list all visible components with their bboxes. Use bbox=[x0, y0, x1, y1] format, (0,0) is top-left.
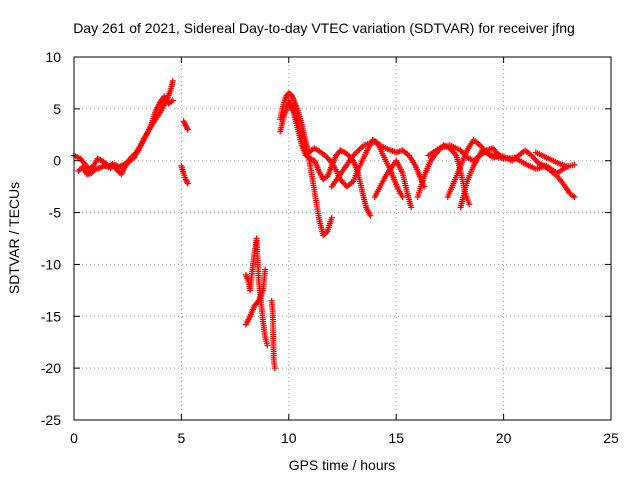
gridlines bbox=[74, 57, 611, 420]
data-point bbox=[571, 161, 578, 168]
axis-ticks: 0 5 10 15 20 25 -25 -20 -15 -10 -5 0 5 10 bbox=[41, 49, 619, 446]
data-point bbox=[76, 166, 83, 173]
data-point bbox=[169, 97, 176, 104]
x-tick-label: 5 bbox=[178, 430, 186, 446]
data-point bbox=[98, 164, 105, 171]
y-tick-label: 5 bbox=[53, 101, 61, 117]
data-point bbox=[184, 179, 191, 186]
data-point bbox=[399, 194, 406, 201]
data-point bbox=[367, 212, 374, 219]
data-point bbox=[254, 299, 261, 306]
x-tick-label: 10 bbox=[281, 430, 297, 446]
data-points bbox=[71, 77, 578, 372]
x-tick-label: 25 bbox=[603, 430, 619, 446]
y-tick-label: 0 bbox=[53, 153, 61, 169]
data-point bbox=[408, 204, 415, 211]
data-point bbox=[571, 194, 578, 201]
data-point bbox=[184, 126, 191, 133]
x-axis-label: GPS time / hours bbox=[289, 457, 396, 473]
data-point bbox=[264, 342, 271, 349]
x-tick-label: 15 bbox=[388, 430, 404, 446]
y-tick-label: -20 bbox=[41, 360, 61, 376]
data-point bbox=[271, 365, 278, 372]
x-tick-label: 0 bbox=[70, 430, 78, 446]
data-point bbox=[184, 180, 191, 187]
data-point bbox=[289, 94, 296, 101]
data-point bbox=[466, 201, 473, 208]
chart-title: Day 261 of 2021, Sidereal Day-to-day VTE… bbox=[73, 20, 575, 36]
y-tick-label: -10 bbox=[41, 256, 61, 272]
data-point bbox=[184, 125, 191, 132]
y-tick-label: 10 bbox=[45, 49, 61, 65]
data-point bbox=[75, 168, 82, 175]
data-point bbox=[169, 77, 176, 84]
y-tick-label: -5 bbox=[49, 205, 62, 221]
plot-frame bbox=[73, 56, 612, 421]
y-tick-label: -15 bbox=[41, 308, 61, 324]
data-point bbox=[262, 266, 269, 273]
y-axis-label: SDTVAR / TECUs bbox=[6, 182, 22, 294]
y-tick-label: -25 bbox=[41, 412, 61, 428]
data-point bbox=[183, 177, 190, 184]
x-tick-label: 20 bbox=[496, 430, 512, 446]
data-point bbox=[328, 214, 335, 221]
data-point bbox=[565, 163, 572, 170]
